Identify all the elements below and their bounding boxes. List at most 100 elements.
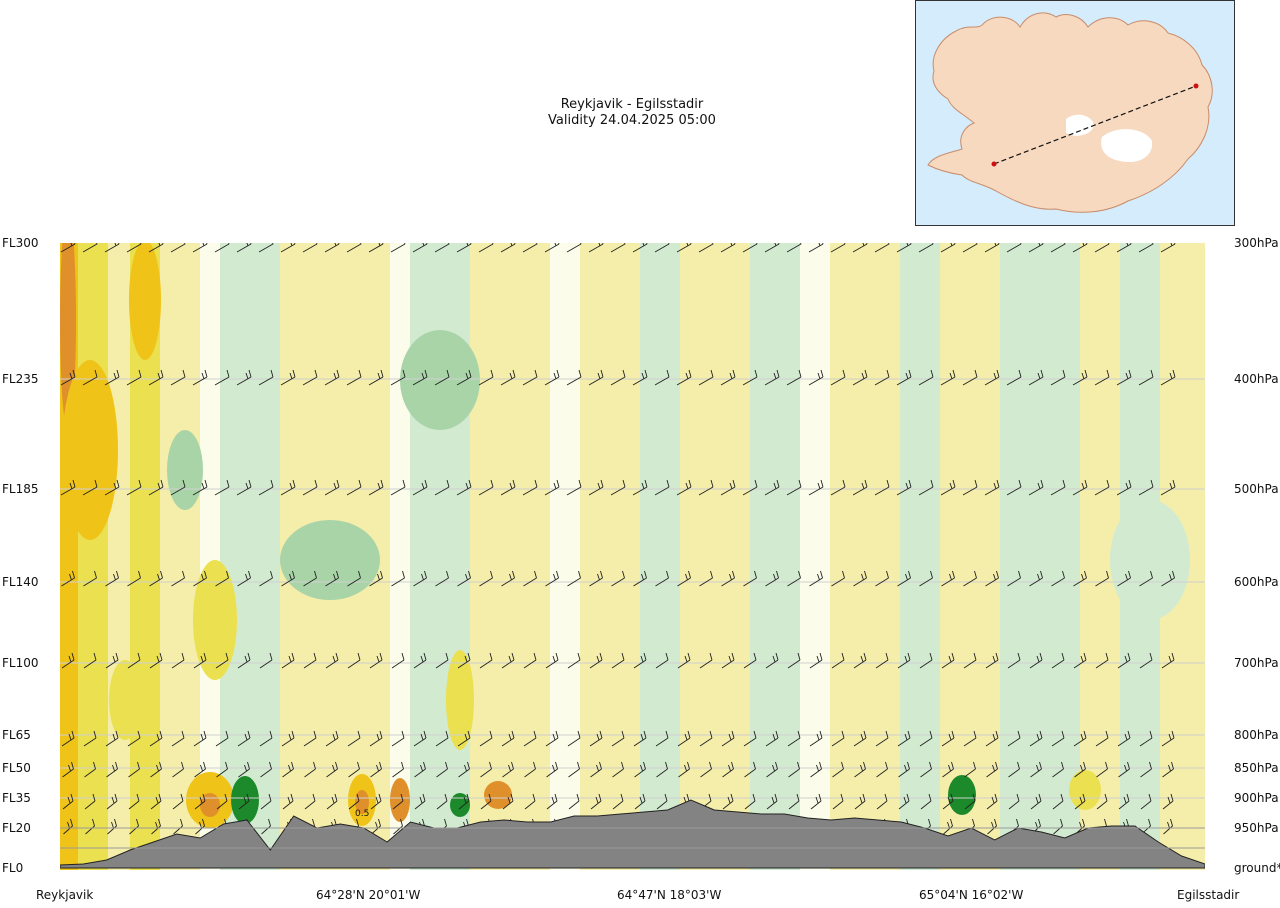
- wind-barb-1-38: [896, 369, 912, 386]
- wind-barb-8-6: [195, 818, 205, 835]
- wind-barb-5-17: [435, 730, 449, 747]
- wind-barb-0-34: [808, 243, 824, 253]
- barb-flag2: [375, 821, 378, 829]
- barb-flag2: [200, 733, 204, 741]
- barb-shaft: [347, 659, 361, 669]
- barb-shaft: [588, 376, 604, 386]
- barb-flag: [994, 793, 998, 802]
- barb-shaft: [83, 737, 97, 747]
- barb-shaft: [1139, 737, 1153, 747]
- barb-flag: [798, 570, 801, 579]
- pressure-label-900hpa: 900hPa: [1234, 791, 1279, 805]
- barb-shaft: [1028, 243, 1044, 253]
- barb-shaft: [1095, 737, 1109, 747]
- wind-barb-2-12: [324, 479, 340, 496]
- barb-flag: [1039, 761, 1042, 770]
- barb-flag: [686, 793, 690, 802]
- wind-barb-0-22: [544, 243, 560, 253]
- barb-flag: [907, 761, 910, 770]
- barb-shaft: [940, 243, 956, 253]
- barb-shaft: [61, 659, 75, 669]
- barb-flag2: [554, 243, 557, 247]
- barb-flag: [140, 243, 142, 245]
- barb-shaft: [963, 737, 977, 747]
- wind-barb-5-22: [545, 730, 559, 747]
- barb-flag: [1174, 243, 1176, 245]
- field-blobs: [60, 243, 1190, 828]
- barb-shaft: [1162, 768, 1174, 778]
- field-band-13: [640, 243, 680, 870]
- barb-shaft: [149, 659, 163, 669]
- barb-shaft: [324, 376, 340, 386]
- barb-flag: [204, 369, 208, 378]
- barb-shaft: [214, 486, 230, 496]
- barb-shaft: [742, 486, 758, 496]
- barb-shaft: [963, 659, 977, 669]
- barb-flag: [885, 652, 889, 661]
- wind-barb-3-27: [655, 570, 669, 587]
- wind-barb-1-28: [676, 369, 692, 386]
- wind-barb-2-33: [786, 479, 802, 496]
- barb-flag: [730, 793, 734, 802]
- barb-flag: [92, 793, 96, 802]
- barb-shaft: [1160, 243, 1176, 253]
- barb-flag2: [111, 796, 115, 804]
- barb-flag2: [553, 372, 557, 380]
- barb-flag: [268, 793, 272, 802]
- barb-flag: [643, 652, 647, 661]
- route-title: Reykjavik - Egilsstadir: [560, 97, 704, 112]
- barb-flag: [1171, 652, 1175, 661]
- barb-flag2: [1037, 482, 1041, 490]
- barb-shaft: [1096, 800, 1108, 810]
- barb-flag: [954, 243, 956, 245]
- barb-shaft: [567, 659, 581, 669]
- barb-flag2: [199, 821, 202, 829]
- wind-barb-6-9: [260, 761, 272, 778]
- wind-barb-0-36: [852, 243, 868, 253]
- barb-flag2: [1167, 821, 1170, 829]
- barb-shaft: [1074, 800, 1086, 810]
- barb-shaft: [942, 768, 954, 778]
- wind-barb-3-50: [1161, 570, 1175, 587]
- barb-shaft: [237, 737, 251, 747]
- barb-flag: [599, 652, 603, 661]
- barb-flag2: [70, 243, 73, 247]
- wind-barb-0-28: [676, 243, 692, 253]
- barb-shaft: [764, 376, 780, 386]
- wind-barb-2-29: [698, 479, 714, 496]
- barb-flag2: [200, 655, 204, 663]
- barb-flag: [136, 793, 140, 802]
- barb-flag: [756, 243, 758, 245]
- barb-shaft: [1118, 800, 1130, 810]
- barb-shaft: [809, 577, 823, 587]
- barb-flag: [951, 652, 955, 661]
- validity-subtitle: Validity 24.04.2025 05:00: [548, 113, 716, 128]
- wind-barb-0-5: [170, 243, 186, 253]
- wind-barb-3-25: [611, 570, 625, 587]
- wind-barb-7-17: [436, 793, 448, 810]
- barb-shaft: [984, 376, 1000, 386]
- barb-flag: [248, 570, 251, 579]
- barb-flag2: [464, 764, 467, 772]
- barb-shaft: [610, 243, 626, 253]
- wind-barb-4-9: [259, 652, 273, 669]
- barb-flag: [378, 793, 382, 802]
- barb-flag: [973, 761, 976, 770]
- wind-barb-7-12: [326, 793, 338, 810]
- wind-barb-2-40: [940, 479, 956, 496]
- wind-barb-3-41: [963, 570, 977, 587]
- barb-shaft: [216, 800, 228, 810]
- wind-barb-1-32: [764, 369, 780, 386]
- barb-shaft: [84, 768, 96, 778]
- wind-barb-7-15: [392, 793, 404, 810]
- wind-barb-4-8: [237, 652, 251, 669]
- barb-shaft: [677, 577, 691, 587]
- barb-flag: [202, 818, 205, 827]
- barb-flag: [379, 730, 383, 739]
- wind-barb-2-0: [60, 479, 76, 496]
- barb-flag2: [509, 573, 512, 581]
- wind-barb-5-7: [215, 730, 229, 747]
- barb-flag: [731, 761, 734, 770]
- barb-flag2: [727, 796, 731, 804]
- wind-barb-4-36: [853, 652, 867, 669]
